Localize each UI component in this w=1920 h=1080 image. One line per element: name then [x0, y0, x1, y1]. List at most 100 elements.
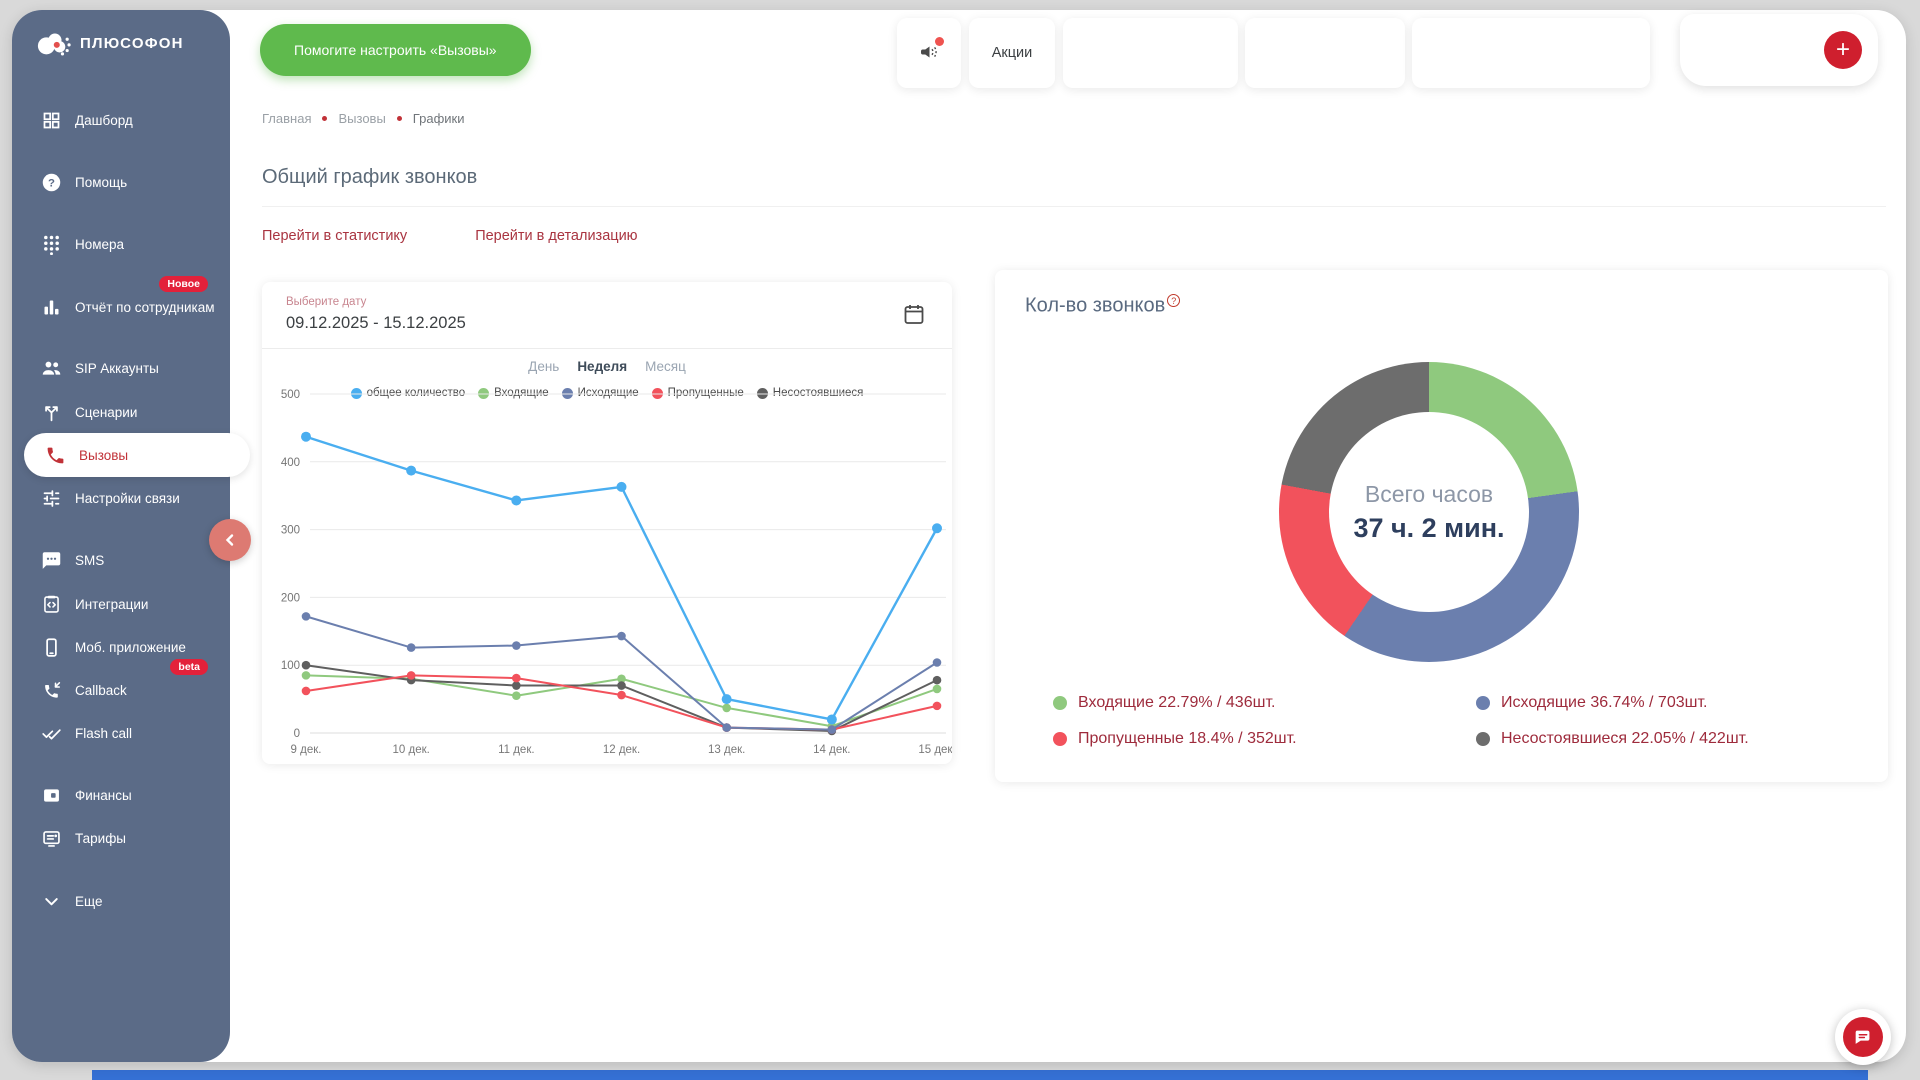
sidebar-item-scenario[interactable]: Сценарии — [12, 392, 230, 432]
sidebar-item-label: Финансы — [75, 787, 132, 803]
legend-item[interactable]: Несостоявшиеся — [756, 387, 864, 399]
breadcrumb-item[interactable]: Вызовы — [338, 111, 386, 126]
legend-label: общее количество — [366, 387, 466, 399]
donut-legend: Входящие 22.79% / 436шт. Исходящие 36.74%… — [1053, 694, 1749, 748]
line-chart-legend: общее количество Входящие Исходящие Пропуще… — [262, 387, 952, 399]
donut-title: Кол-во звонков — [1025, 294, 1181, 318]
megaphone-icon — [916, 37, 944, 66]
topbar-card-placeholder — [1063, 18, 1238, 88]
sidebar-item-report[interactable]: Отчёт по сотрудникам Новое — [12, 276, 230, 327]
promo-tab[interactable]: Акции — [969, 18, 1055, 88]
sidebar-item-sip-accounts[interactable]: SIP Аккаунты — [12, 348, 230, 388]
donut-legend-label: Входящие 22.79% / 436шт. — [1078, 694, 1276, 711]
bottom-strip — [92, 1070, 1868, 1080]
sidebar-item-tariffs[interactable]: Тарифы — [12, 818, 230, 858]
topbar-card-placeholder — [1245, 18, 1405, 88]
sidebar-item-label: Интеграции — [75, 596, 149, 612]
sidebar-item-callback[interactable]: Callback beta — [12, 659, 230, 710]
notification-dot — [935, 37, 944, 46]
sidebar-item-help[interactable]: ? Помощь — [12, 162, 230, 202]
svg-text:13 дек.: 13 дек. — [708, 744, 745, 756]
legend-dot — [1053, 696, 1067, 710]
period-tab[interactable]: Неделя — [577, 359, 628, 374]
legend-item[interactable]: общее количество — [350, 387, 466, 399]
tune-icon — [40, 487, 62, 509]
sidebar-item-label: Тарифы — [75, 830, 127, 846]
sidebar-item-finance[interactable]: Финансы — [12, 775, 230, 815]
period-tab[interactable]: Месяц — [645, 359, 686, 374]
new-badge: Новое — [159, 276, 208, 292]
svg-text:300: 300 — [281, 525, 300, 537]
topbar-card-placeholder — [1412, 18, 1650, 88]
svg-text:200: 200 — [281, 592, 300, 604]
sidebar-item-label: Моб. приложение — [75, 639, 186, 655]
breadcrumb-item[interactable]: Главная — [262, 111, 312, 126]
callback-icon — [40, 679, 62, 701]
legend-item[interactable]: Входящие — [478, 387, 549, 399]
sidebar-item-label: Отчёт по сотрудникам — [75, 299, 215, 315]
account-pill: + — [1680, 14, 1878, 86]
svg-text:11 дек.: 11 дек. — [498, 744, 534, 756]
sidebar-item-tune[interactable]: Настройки связи — [12, 478, 230, 518]
legend-label: Несостоявшиеся — [772, 387, 864, 399]
breadcrumb-separator — [322, 116, 328, 121]
logo-text: ПЛЮСОФОН — [80, 34, 184, 52]
donut-center-value: 37 ч. 2 мин. — [1353, 512, 1505, 543]
quick-link[interactable]: Перейти в статистику — [262, 228, 408, 244]
date-range-input[interactable]: 09.12.2025 - 15.12.2025 — [286, 314, 466, 332]
sms-icon — [40, 549, 62, 571]
line-chart: 0 100 200 300 400 500 9 дек. 10 дек. 11 дек. 12 д… — [281, 389, 952, 756]
donut-legend-item: Несостоявшиеся 22.05% / 422шт. — [1476, 730, 1749, 748]
app-window: Помогите настроить «Вызовы» Акции + Глав… — [12, 10, 1906, 1062]
chevron-down-icon — [40, 890, 62, 912]
logo-icon — [37, 33, 71, 56]
support-chat-button[interactable] — [1835, 1009, 1891, 1065]
phone-icon — [44, 444, 66, 466]
new-badge: beta — [170, 659, 208, 675]
sidebar-item-sms[interactable]: SMS — [12, 540, 230, 580]
legend-dot — [561, 387, 573, 399]
add-button[interactable]: + — [1824, 31, 1862, 69]
sidebar-item-mobile[interactable]: Моб. приложение — [12, 627, 230, 667]
sidebar-item-dashboard[interactable]: Дашборд — [12, 100, 230, 140]
sidebar-item-phone[interactable]: Вызовы — [24, 433, 250, 477]
svg-text:15 дек.: 15 дек. — [918, 744, 952, 756]
sip-accounts-icon — [40, 357, 62, 379]
sidebar-item-integrations[interactable]: Интеграции — [12, 584, 230, 624]
sidebar-collapse-button[interactable] — [209, 519, 251, 561]
sidebar-item-chevron-down[interactable]: Еще — [12, 881, 230, 921]
svg-text:9 дек.: 9 дек. — [291, 744, 322, 756]
donut-legend-item: Исходящие 36.74% / 703шт. — [1476, 694, 1749, 712]
period-tab[interactable]: День — [528, 359, 560, 374]
donut-legend-item: Входящие 22.79% / 436шт. — [1053, 694, 1476, 712]
svg-text:0: 0 — [294, 728, 300, 740]
sidebar-item-label: Еще — [75, 893, 103, 909]
setup-calls-button[interactable]: Помогите настроить «Вызовы» — [260, 24, 531, 76]
donut-center: Всего часов 37 ч. 2 мин. — [1329, 412, 1529, 612]
period-tabs: День Неделя Месяц — [262, 359, 952, 374]
breadcrumb-separator — [396, 116, 402, 121]
legend-item[interactable]: Исходящие — [561, 387, 639, 399]
calendar-icon[interactable] — [902, 302, 926, 326]
info-icon[interactable] — [1167, 294, 1181, 307]
quick-link[interactable]: Перейти в детализацию — [475, 228, 638, 244]
logo[interactable]: ПЛЮСОФОН — [34, 26, 184, 60]
svg-text:12 дек.: 12 дек. — [603, 744, 640, 756]
donut-legend-label: Пропущенные 18.4% / 352шт. — [1078, 730, 1297, 747]
legend-dot — [1053, 732, 1067, 746]
svg-text:500: 500 — [281, 389, 300, 401]
donut-legend-label: Исходящие 36.74% / 703шт. — [1501, 694, 1708, 711]
breadcrumb: Главная Вызовы Графики — [262, 111, 464, 126]
chat-icon — [1843, 1017, 1883, 1057]
sidebar-item-flash-call[interactable]: Flash call — [12, 713, 230, 753]
sidebar-item-dialpad[interactable]: Номера — [12, 224, 230, 264]
legend-item[interactable]: Пропущенные — [651, 387, 744, 399]
legend-dot — [1476, 732, 1490, 746]
svg-text:?: ? — [48, 177, 55, 189]
breadcrumb-item[interactable]: Графики — [412, 111, 465, 126]
flash-call-icon — [40, 722, 62, 744]
svg-text:100: 100 — [281, 660, 300, 672]
announcements-button[interactable] — [897, 18, 961, 88]
date-range-label: Выберите дату — [286, 296, 367, 308]
